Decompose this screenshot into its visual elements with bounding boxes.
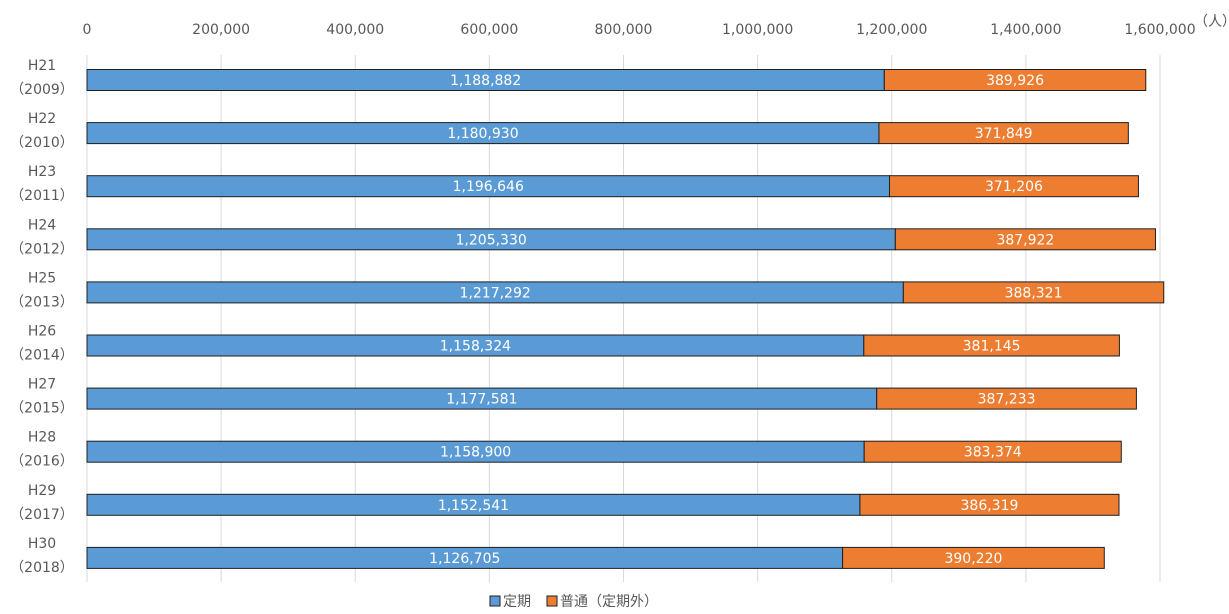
y-tick-label: H28	[28, 430, 56, 446]
data-label: 1,126,705	[429, 551, 500, 567]
data-label: 1,180,930	[447, 126, 518, 142]
bar-segment	[859, 493, 1120, 516]
bar-segment	[878, 122, 1129, 145]
x-tick-label: 1,000,000	[722, 22, 793, 38]
x-tick-label: 1,400,000	[990, 22, 1061, 38]
y-tick-label: H27	[28, 377, 56, 393]
data-label: 1,177,581	[446, 392, 517, 408]
data-label: 1,217,292	[460, 285, 531, 301]
y-tick-label: H24	[28, 217, 56, 233]
data-label: 1,205,330	[456, 232, 527, 248]
y-tick-label: （2016）	[10, 454, 74, 470]
data-label: 1,158,900	[440, 445, 511, 461]
data-label: 387,922	[996, 232, 1054, 248]
x-tick-label: 0	[83, 22, 92, 38]
y-tick-label: （2012）	[10, 241, 74, 257]
data-label: 371,849	[975, 126, 1033, 142]
bar-segment	[902, 281, 1165, 304]
bar-segment	[863, 334, 1120, 357]
y-tick-label: （2015）	[10, 401, 74, 417]
bar-segment	[894, 228, 1156, 251]
data-label: 1,152,541	[438, 498, 509, 514]
y-tick-label: （2018）	[10, 560, 74, 576]
x-tick-label: 800,000	[595, 22, 653, 38]
x-tick-label: 1,600,000	[1124, 22, 1195, 38]
y-tick-label: H22	[28, 111, 56, 127]
y-tick-label: H25	[28, 270, 56, 286]
data-label: 1,158,324	[440, 339, 511, 355]
legend-swatch	[546, 595, 558, 607]
legend-swatch	[489, 595, 501, 607]
x-tick-label: 200,000	[192, 22, 250, 38]
legend-label: 定期	[503, 594, 531, 610]
y-tick-label: （2013）	[10, 294, 74, 310]
data-label: 390,220	[944, 551, 1002, 567]
y-tick-label: （2010）	[10, 135, 74, 151]
y-tick-label: H30	[28, 536, 56, 552]
y-tick-label: H29	[28, 483, 56, 499]
y-tick-label: H26	[28, 324, 56, 340]
y-tick-label: H21	[28, 58, 56, 74]
data-label: 1,188,882	[450, 73, 521, 89]
x-tick-label: 1,200,000	[856, 22, 927, 38]
data-label: 383,374	[964, 445, 1022, 461]
data-label: 389,926	[986, 73, 1044, 89]
legend-label: 普通（定期外）	[560, 594, 658, 610]
x-tick-label: 400,000	[326, 22, 384, 38]
x-tick-label: 600,000	[460, 22, 518, 38]
y-tick-label: （2009）	[10, 82, 74, 98]
y-tick-label: （2017）	[10, 507, 74, 523]
bar-segment	[889, 175, 1139, 198]
y-tick-label: （2014）	[10, 348, 74, 364]
y-tick-label: H23	[28, 164, 56, 180]
data-label: 1,196,646	[453, 179, 524, 195]
bar-segment	[883, 69, 1147, 91]
bar-segment	[863, 440, 1122, 463]
unit-label: （人）	[1194, 14, 1229, 30]
bar-segment	[842, 546, 1105, 569]
bar-segment	[876, 387, 1137, 410]
y-tick-label: （2011）	[10, 188, 74, 204]
data-label: 381,145	[963, 339, 1021, 355]
data-label: 387,233	[978, 392, 1036, 408]
data-label: 388,321	[1005, 285, 1063, 301]
data-label: 371,206	[985, 179, 1043, 195]
data-label: 386,319	[961, 498, 1019, 514]
